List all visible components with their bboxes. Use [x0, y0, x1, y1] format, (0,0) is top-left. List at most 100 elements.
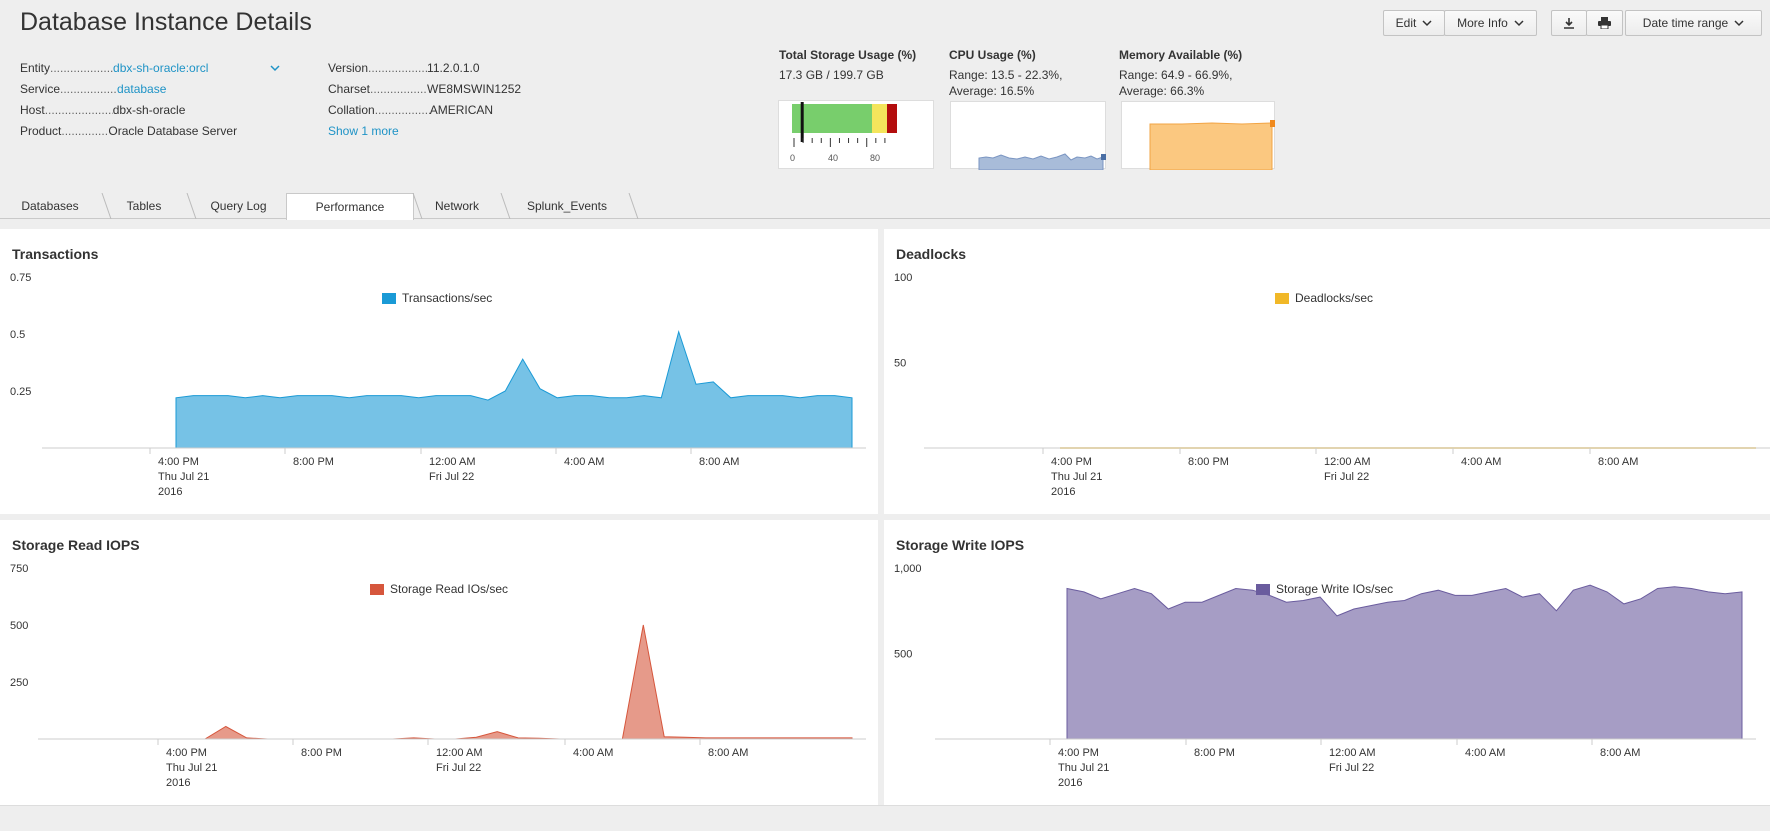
more-info-button[interactable]: More Info [1444, 10, 1537, 36]
x-tick-label: Thu Jul 21 [1051, 471, 1102, 483]
edit-button[interactable]: Edit [1383, 10, 1445, 36]
x-tick-label: 4:00 AM [564, 456, 604, 468]
y-tick-label: 750 [10, 563, 28, 575]
meta-row-collation: Collation...............................… [328, 100, 521, 121]
series-area[interactable] [175, 329, 853, 449]
export-button[interactable] [1551, 10, 1587, 36]
chevron-down-icon [1734, 20, 1744, 27]
page-header: Database Instance Details Entity........… [0, 0, 1770, 194]
kpi-storage: Total Storage Usage (%) 17.3 GB / 199.7 … [779, 48, 916, 83]
storage-write-iops-chart[interactable]: 500 1,000 4:00 PM Thu Jul 21 2016 8:00 PM 12:0… [884, 520, 1770, 805]
deadlocks-chart[interactable]: 50 100 4:00 PM Thu Jul 21 2016 8:00 PM 12:00 A… [884, 229, 1770, 514]
storage-read-iops-panel: Storage Read IOPS Storage Read IOs/sec 2… [0, 520, 878, 805]
x-tick-label: 8:00 AM [708, 747, 748, 759]
tab-separator [101, 193, 112, 219]
x-tick-label: 8:00 AM [1598, 456, 1638, 468]
print-button[interactable] [1586, 10, 1623, 36]
tab-databases[interactable]: Databases [21, 199, 79, 213]
x-tick-label: Fri Jul 22 [429, 471, 474, 483]
storage-read-iops-chart[interactable]: 250 500 750 4:00 PM Thu Jul 21 2016 8:00 PM 12:… [0, 520, 878, 805]
meta-key: Collation [328, 103, 375, 117]
x-tick-label: 8:00 PM [1194, 747, 1235, 759]
legend-label: Storage Write IOs/sec [1276, 582, 1394, 596]
memory-sparkline-svg [1149, 120, 1275, 171]
chevron-down-icon [1422, 20, 1432, 27]
tab-network[interactable]: Network [434, 199, 479, 213]
gauge-band-yellow [872, 104, 887, 133]
tab-splunk-events[interactable]: Splunk_Events [526, 199, 608, 213]
collation-value: AMERICAN [429, 103, 494, 117]
y-tick-label: 500 [10, 620, 28, 632]
transactions-chart[interactable]: 0.25 0.5 0.75 4:00 PM Thu Jul 21 2016 8:00 PM 1… [0, 229, 878, 514]
x-tick-label: Thu Jul 21 [158, 471, 209, 483]
x-tick-label: 2016 [166, 777, 190, 789]
x-tick-label: 4:00 PM [158, 456, 199, 468]
service-link[interactable]: database [117, 82, 167, 96]
x-tick-label: 8:00 PM [1188, 456, 1229, 468]
dot-leader: ........................................ [50, 61, 114, 75]
x-tick-label: Thu Jul 21 [1058, 762, 1109, 774]
dot-leader: ........................................ [370, 82, 427, 96]
tab-tables[interactable]: Tables [126, 199, 162, 213]
cpu-sparkline[interactable] [950, 101, 1106, 171]
series-area[interactable] [1066, 584, 1743, 740]
tab-separator [628, 193, 639, 219]
memory-sparkline-area [1149, 122, 1273, 171]
y-tick-label: 250 [10, 677, 28, 689]
footer-strip [0, 805, 1770, 831]
memory-sparkline-endpoint [1270, 120, 1275, 127]
x-tick-label: 12:00 AM [1324, 456, 1370, 468]
chart-legend[interactable]: Transactions/sec [382, 291, 492, 305]
chart-legend[interactable]: Storage Read IOs/sec [370, 582, 508, 596]
meta-key: Charset [328, 82, 371, 96]
storage-write-iops-panel: Storage Write IOPS Storage Write IOs/sec… [884, 520, 1770, 805]
dot-leader: ........................................ [44, 103, 113, 117]
legend-label: Transactions/sec [402, 291, 493, 305]
y-tick-label: 50 [894, 358, 906, 370]
storage-bullet-gauge[interactable]: 0 40 80 [778, 100, 934, 169]
tab-separator [412, 193, 423, 219]
show-more-link[interactable]: Show 1 more [328, 124, 399, 138]
gauge-value-marker [800, 102, 804, 142]
series-area[interactable] [38, 624, 853, 740]
x-tick-label: Fri Jul 22 [1329, 762, 1374, 774]
dot-leader: ........................................ [374, 103, 430, 117]
entity-link[interactable]: dbx-sh-oracle:orcl [113, 61, 209, 75]
legend-swatch [370, 583, 384, 595]
date-time-range-picker[interactable]: Date time range [1625, 10, 1762, 36]
x-tick-label: 4:00 AM [573, 747, 613, 759]
kpi-cpu: CPU Usage (%) Range: 13.5 - 22.3%, Avera… [949, 48, 1109, 99]
transactions-panel: Transactions Transactions/sec 0.25 0.5 0.7… [0, 229, 878, 514]
panel-title: Storage Read IOPS [12, 537, 140, 553]
y-tick-label: 100 [894, 272, 912, 284]
legend-swatch [382, 292, 396, 304]
charset-value: WE8MSWIN1252 [427, 82, 522, 96]
meta-right: Version.................................… [328, 58, 521, 142]
x-tick-label: Fri Jul 22 [436, 762, 481, 774]
date-range-label: Date time range [1642, 16, 1729, 30]
x-tick-label: Fri Jul 22 [1324, 471, 1369, 483]
chevron-down-icon [1514, 20, 1524, 27]
product-value: Oracle Database Server [108, 124, 238, 138]
entity-chevron-down-icon[interactable] [270, 63, 280, 73]
meta-key: Entity [20, 61, 51, 75]
storage-gauge-svg: 0 40 80 [790, 102, 897, 163]
y-tick-label: 1,000 [894, 563, 922, 575]
kpi-memory-title: Memory Available (%) [1119, 48, 1243, 62]
kpi-cpu-sub: Range: 13.5 - 22.3%, Average: 16.5% [949, 68, 1063, 98]
x-tick-label: 12:00 AM [429, 456, 475, 468]
cpu-sparkline-endpoint [1101, 154, 1106, 160]
tab-performance[interactable]: Performance [286, 193, 414, 220]
y-tick-label: 0.75 [10, 272, 31, 284]
tab-query-log[interactable]: Query Log [210, 199, 267, 213]
meta-row-charset: Charset.................................… [328, 79, 521, 100]
meta-key: Product [20, 124, 62, 138]
legend-label: Storage Read IOs/sec [390, 582, 509, 596]
kpi-cpu-title: CPU Usage (%) [949, 48, 1036, 62]
chart-legend[interactable]: Storage Write IOs/sec [1256, 582, 1393, 596]
x-tick-label: 4:00 PM [1051, 456, 1092, 468]
memory-sparkline[interactable] [1121, 101, 1275, 171]
host-value: dbx-sh-oracle [112, 103, 186, 117]
meta-row-host: Host....................................… [20, 100, 237, 121]
chart-legend[interactable]: Deadlocks/sec [1275, 291, 1373, 305]
